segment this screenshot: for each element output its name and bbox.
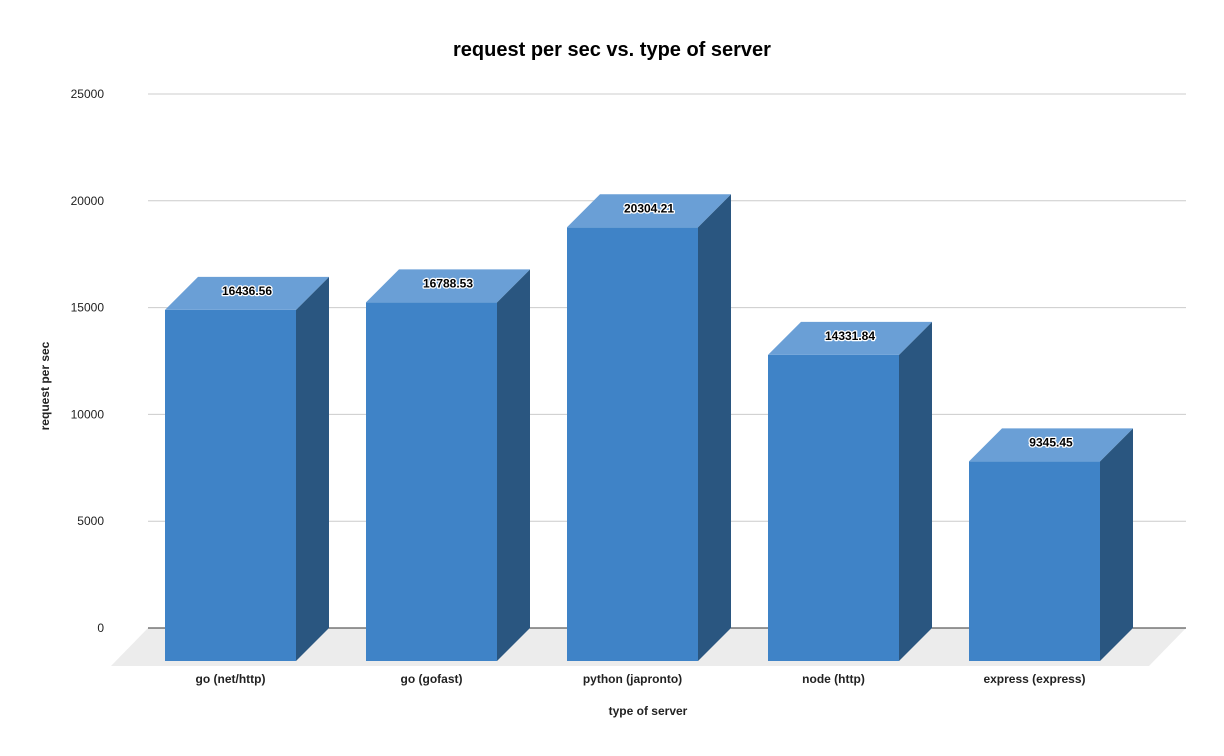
bar-side-face <box>899 321 932 661</box>
bar-top-face <box>165 276 329 310</box>
bar-front-face <box>768 354 899 661</box>
data-label: 9345.45 <box>1029 435 1073 449</box>
chart-title: request per sec vs. type of server <box>453 39 771 61</box>
bar <box>165 276 329 661</box>
data-label: 20304.21 <box>624 201 674 215</box>
x-tick-label: node (http) <box>802 672 865 686</box>
y-tick-label: 15000 <box>71 301 105 315</box>
bar-front-face <box>567 227 698 662</box>
y-tick-label: 5000 <box>77 514 104 528</box>
x-tick-label: express (express) <box>983 672 1085 686</box>
bar <box>567 194 731 662</box>
x-tick-label: go (gofast) <box>401 672 463 686</box>
bar-side-face <box>698 194 731 662</box>
bar-side-face <box>1100 428 1133 661</box>
y-axis-title: request per sec <box>38 341 52 430</box>
y-tick-label: 0 <box>97 621 104 635</box>
bar-top-face <box>969 428 1133 462</box>
x-tick-label: python (japronto) <box>583 672 682 686</box>
data-label: 16788.53 <box>423 276 473 290</box>
x-tick-label: go (net/http) <box>196 672 266 686</box>
bar-top-face <box>768 321 932 355</box>
bar <box>366 269 530 661</box>
bar-front-face <box>366 302 497 661</box>
bar-front-face <box>165 309 296 661</box>
x-axis-title: type of server <box>609 704 688 718</box>
bar-side-face <box>296 276 329 661</box>
y-tick-label: 10000 <box>71 407 105 421</box>
bar-front-face <box>969 461 1100 661</box>
bar-side-face <box>497 269 530 661</box>
bar <box>768 321 932 661</box>
bar <box>969 428 1133 661</box>
y-tick-label: 20000 <box>71 194 105 208</box>
y-tick-label: 25000 <box>71 87 105 101</box>
bar-top-face <box>366 269 530 303</box>
data-label: 14331.84 <box>825 329 875 343</box>
bar-top-face <box>567 194 731 228</box>
data-label: 16436.56 <box>222 284 272 298</box>
